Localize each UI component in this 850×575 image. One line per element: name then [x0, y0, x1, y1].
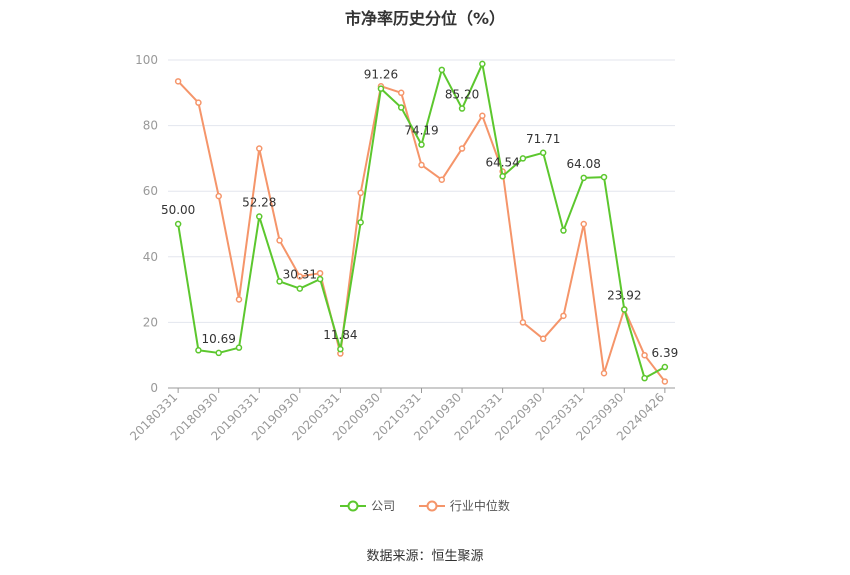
legend-marker-industry-median: [418, 500, 445, 511]
data-point-company: [600, 173, 608, 181]
data-label-company: 52.28: [242, 196, 276, 210]
y-tick-label: 80: [143, 119, 158, 133]
data-point-industry-median: [661, 378, 669, 385]
y-tick-label: 40: [143, 250, 158, 264]
data-point-company: [499, 173, 506, 180]
legend: 公司 行业中位数: [0, 497, 850, 515]
data-label-company: 50.00: [161, 203, 195, 217]
data-point-industry-median: [438, 176, 446, 183]
data-point-industry-median: [641, 351, 648, 359]
data-point-industry-median: [519, 319, 527, 326]
data-point-industry-median: [235, 296, 243, 303]
data-point-company: [337, 345, 344, 353]
y-tick-label: 100: [135, 53, 158, 67]
data-point-company: [256, 213, 263, 220]
data-point-company: [276, 278, 283, 285]
data-point-company: [215, 349, 222, 357]
data-label-company: 64.08: [567, 157, 601, 171]
data-point-company: [418, 141, 425, 148]
data-point-industry-median: [215, 192, 222, 200]
chart-title: 市净率历史分位（%）: [344, 9, 506, 28]
data-point-company: [580, 174, 587, 182]
legend-label-company: 公司: [371, 499, 396, 513]
data-point-industry-median: [357, 189, 364, 197]
data-source: 数据来源：恒生聚源: [366, 549, 484, 564]
data-point-industry-median: [418, 161, 425, 169]
data-point-industry-median: [256, 145, 263, 152]
data-point-company: [621, 306, 628, 313]
data-point-industry-median: [580, 220, 587, 228]
data-label-company: 91.26: [364, 68, 398, 82]
data-label-company: 64.54: [485, 155, 519, 169]
data-point-company: [641, 374, 648, 382]
data-point-company: [519, 155, 527, 162]
data-label-company: 10.69: [202, 332, 236, 346]
legend-item-company[interactable]: 公司: [340, 497, 395, 514]
data-point-company: [438, 66, 446, 74]
data-point-company: [458, 105, 466, 112]
data-point-industry-median: [600, 369, 608, 377]
data-label-company: 74.19: [404, 124, 438, 138]
y-tick-label: 20: [143, 315, 158, 329]
data-point-company: [661, 363, 669, 371]
data-point-industry-median: [458, 145, 466, 152]
data-point-company: [174, 220, 182, 228]
data-label-company: 23.92: [607, 289, 641, 303]
data-point-industry-median: [397, 89, 405, 97]
data-point-company: [397, 104, 405, 111]
y-tick-label: 0: [150, 381, 158, 395]
data-point-industry-median: [174, 78, 182, 85]
legend-marker-company: [340, 500, 367, 511]
data-point-company: [235, 344, 243, 351]
data-point-company: [479, 60, 486, 68]
data-point-company: [560, 227, 567, 234]
data-point-company: [357, 219, 364, 226]
data-point-industry-median: [479, 112, 486, 120]
data-point-industry-median: [195, 99, 202, 106]
data-label-company: 6.39: [652, 346, 679, 360]
data-point-company: [539, 149, 547, 157]
data-point-industry-median: [296, 273, 304, 280]
data-point-industry-median: [316, 269, 324, 277]
data-point-industry-median: [276, 237, 283, 244]
data-point-company: [377, 85, 385, 92]
data-label-company: 71.71: [526, 132, 560, 146]
data-point-company: [195, 347, 202, 354]
data-point-industry-median: [539, 335, 547, 343]
data-label-company: 11.84: [323, 328, 357, 342]
data-label-company: 85.20: [445, 88, 479, 102]
series-line-company: [177, 62, 666, 380]
data-point-company: [316, 275, 324, 283]
y-tick-label: 60: [143, 184, 158, 198]
legend-item-industry-median[interactable]: 行业中位数: [418, 497, 510, 514]
data-point-industry-median: [560, 312, 567, 320]
data-point-company: [296, 285, 304, 292]
data-label-company: 30.31: [283, 268, 317, 282]
legend-label-industry-median: 行业中位数: [449, 499, 510, 513]
